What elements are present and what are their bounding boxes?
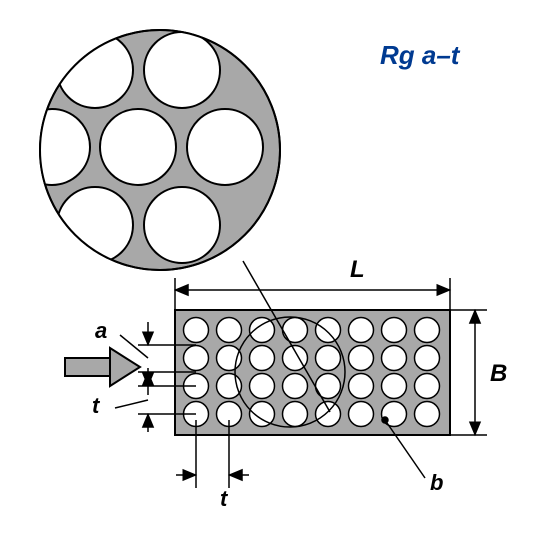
plate-hole <box>316 318 341 343</box>
magnifier-hole <box>57 32 133 108</box>
plate-hole <box>349 318 374 343</box>
plate-hole <box>415 402 440 427</box>
label-t-h: t <box>220 486 227 512</box>
label-B: B <box>490 360 507 388</box>
plate-hole <box>184 318 209 343</box>
plate-hole <box>217 346 242 371</box>
plate-hole <box>349 374 374 399</box>
plate-hole <box>349 402 374 427</box>
plate-hole <box>382 374 407 399</box>
plate-hole <box>415 374 440 399</box>
magnifier-hole <box>14 109 90 185</box>
dim-B <box>448 310 487 435</box>
magnifier <box>14 30 280 270</box>
plate-hole <box>283 402 308 427</box>
plate-hole <box>217 318 242 343</box>
magnifier-hole <box>100 109 176 185</box>
plate-hole <box>283 318 308 343</box>
plate-hole <box>349 346 374 371</box>
diagram-svg <box>0 0 550 550</box>
magnifier-hole <box>144 32 220 108</box>
magnifier-hole <box>187 109 263 185</box>
plate-hole <box>382 346 407 371</box>
plate-hole <box>184 346 209 371</box>
label-t-v: t <box>92 393 99 419</box>
plate-hole <box>250 374 275 399</box>
plate-group <box>175 310 450 435</box>
plate-hole <box>382 318 407 343</box>
label-b: b <box>430 470 443 496</box>
plate-hole <box>316 402 341 427</box>
dim-L <box>175 278 450 312</box>
label-a: a <box>95 318 107 344</box>
diagram-stage: Rg a–t <box>0 0 550 550</box>
plate-hole <box>316 346 341 371</box>
direction-arrow <box>65 348 140 386</box>
plate-hole <box>415 318 440 343</box>
label-L: L <box>350 256 365 284</box>
magnifier-hole <box>144 187 220 263</box>
plate-hole <box>415 346 440 371</box>
plate-hole <box>250 346 275 371</box>
plate-hole <box>217 374 242 399</box>
plate-hole <box>283 374 308 399</box>
